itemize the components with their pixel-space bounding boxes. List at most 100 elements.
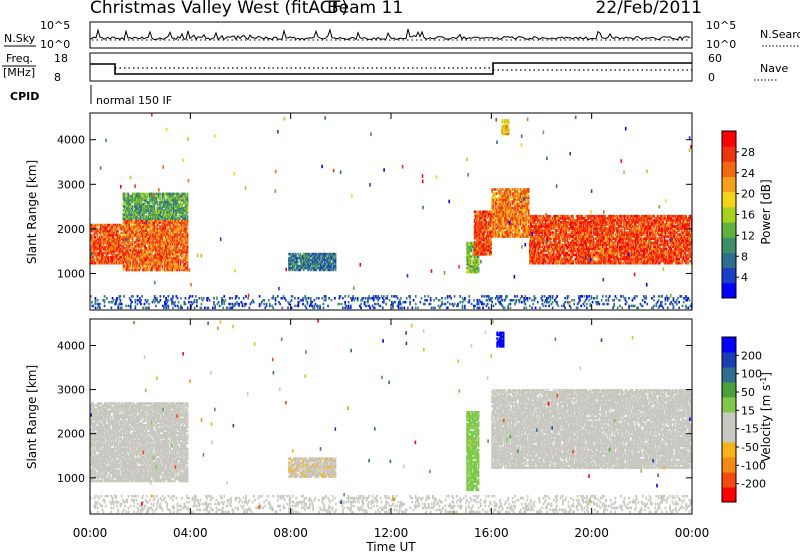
power-cell <box>139 207 142 210</box>
power-cell <box>132 250 135 254</box>
power-cell <box>171 248 174 252</box>
power-cell <box>148 211 151 214</box>
power-cell <box>170 258 173 262</box>
power-cell <box>140 229 143 232</box>
power-cell <box>317 256 320 260</box>
power-cell <box>91 247 93 251</box>
power-cell <box>477 228 480 232</box>
power-cell <box>115 239 118 243</box>
power-cell <box>184 235 187 238</box>
power-cell <box>144 217 146 220</box>
power-cell <box>152 239 155 242</box>
power-cell <box>135 245 137 248</box>
power-cell <box>181 268 183 272</box>
power-cell <box>147 221 150 224</box>
power-cell <box>162 245 165 248</box>
power-cell <box>92 239 94 243</box>
power-cell <box>168 227 171 230</box>
power-cell <box>127 211 129 214</box>
power-cell <box>103 247 106 251</box>
power-cell <box>293 266 296 270</box>
power-cell <box>118 245 120 249</box>
power-cell <box>99 247 101 251</box>
power-cell <box>302 266 305 270</box>
power-cell <box>128 221 130 224</box>
power-cell <box>166 239 168 242</box>
power-cell <box>136 194 138 198</box>
power-cell <box>174 252 176 256</box>
power-cell <box>153 213 156 216</box>
power-cell <box>147 268 150 272</box>
power-cell <box>477 232 480 236</box>
power-cell <box>121 257 124 261</box>
power-cell <box>171 196 174 200</box>
power-cell <box>129 194 132 198</box>
power-cell <box>170 245 173 248</box>
power-cell <box>99 241 101 245</box>
power-cell <box>466 245 468 249</box>
power-cell <box>159 202 161 206</box>
power-cell <box>181 219 183 222</box>
power-cell <box>164 241 167 244</box>
power-cell <box>476 248 478 252</box>
power-cell <box>474 259 476 262</box>
power-cell <box>163 231 166 234</box>
power-cell <box>169 217 172 220</box>
power-cell <box>123 243 126 246</box>
power-cell <box>186 241 189 244</box>
power-cell <box>183 223 185 226</box>
nsky-label: N.Sky <box>4 32 36 45</box>
power-cell <box>489 242 491 246</box>
power-cell <box>136 196 138 200</box>
power-cell <box>485 212 488 216</box>
power-cell <box>186 211 189 214</box>
power-cell <box>309 258 312 262</box>
power-cell <box>166 254 168 258</box>
power-cell <box>142 211 144 214</box>
power-cell <box>147 200 150 204</box>
power-cell <box>132 194 135 198</box>
power-cell <box>134 209 136 212</box>
power-cell <box>97 229 100 233</box>
power-cell <box>315 252 318 256</box>
power-cell <box>293 262 296 266</box>
power-cell <box>176 205 179 208</box>
power-cell <box>288 252 290 256</box>
power-cell <box>476 269 479 272</box>
power-cell <box>130 217 133 220</box>
power-cell <box>109 257 111 261</box>
power-cell <box>318 262 321 266</box>
power-cell <box>310 268 313 272</box>
power-cell <box>160 231 163 234</box>
power-cell <box>478 220 481 224</box>
power-cell <box>151 258 153 262</box>
power-cell <box>176 239 179 242</box>
power-cell <box>112 261 115 265</box>
power-cell <box>158 235 160 238</box>
power-cell <box>147 205 150 208</box>
power-cell <box>123 258 126 262</box>
power-cell <box>143 260 145 264</box>
power-cell <box>154 243 157 246</box>
power-cell <box>164 254 167 258</box>
power-cell <box>490 240 492 244</box>
power-cell <box>170 235 173 238</box>
power-cell <box>137 209 140 212</box>
power-cell <box>476 257 479 260</box>
power-cell <box>158 243 160 246</box>
power-cell <box>159 258 161 262</box>
power-cell <box>169 254 172 258</box>
power-cell <box>166 221 168 224</box>
power-cell <box>163 264 166 268</box>
power-cell <box>174 207 176 210</box>
power-cell <box>144 229 146 232</box>
power-cell <box>151 217 153 220</box>
power-cell <box>134 231 136 234</box>
power-cell <box>483 238 485 242</box>
nsky-tick-top: 10^5 <box>40 19 70 32</box>
power-cell <box>137 252 140 256</box>
power-cell <box>112 245 115 249</box>
power-cell <box>122 194 125 198</box>
power-cell <box>91 225 93 229</box>
power-cell <box>114 233 117 237</box>
